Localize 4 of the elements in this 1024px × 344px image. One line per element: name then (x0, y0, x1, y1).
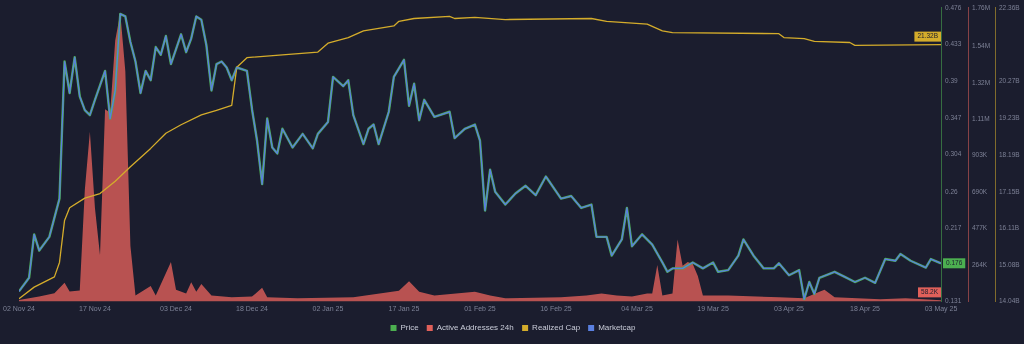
legend-label: Active Addresses 24h (436, 323, 514, 333)
legend-label: Price (400, 323, 420, 333)
legend-label: Marketcap (598, 323, 637, 333)
legend-label: Realized Cap (532, 323, 581, 333)
